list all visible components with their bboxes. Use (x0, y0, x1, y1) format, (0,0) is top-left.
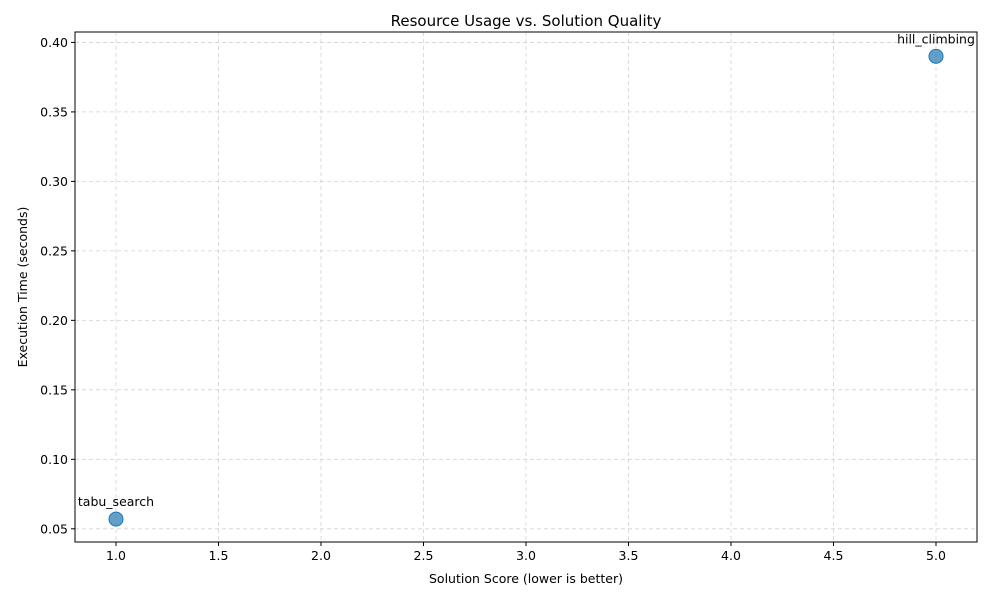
y-tick-label: 0.20 (40, 313, 68, 328)
data-points: tabu_search hill_climbing (78, 31, 975, 527)
plot-frame (74, 31, 978, 543)
x-tick-label: 1.5 (209, 548, 229, 563)
y-axis-ticks: 0.05 0.10 0.15 0.20 0.25 0.30 0.35 0.40 (40, 35, 75, 536)
x-axis-label: Solution Score (lower is better) (429, 571, 623, 586)
point-label: hill_climbing (897, 31, 975, 46)
y-tick-label: 0.15 (40, 382, 68, 397)
y-tick-label: 0.30 (40, 174, 68, 189)
x-tick-label: 4.5 (824, 548, 844, 563)
y-tick-label: 0.10 (40, 452, 68, 467)
x-tick-label: 2.0 (311, 548, 331, 563)
x-tick-label: 3.0 (516, 548, 536, 563)
scatter-point (108, 511, 124, 527)
point-label: tabu_search (78, 494, 154, 509)
x-axis-ticks: 1.0 1.5 2.0 2.5 3.0 3.5 4.0 4.5 5.0 (106, 542, 946, 563)
chart-title: Resource Usage vs. Solution Quality (391, 12, 662, 30)
x-tick-label: 2.5 (414, 548, 434, 563)
x-tick-label: 1.0 (106, 548, 126, 563)
x-tick-label: 3.5 (619, 548, 639, 563)
x-tick-label: 5.0 (926, 548, 946, 563)
y-tick-label: 0.40 (40, 35, 68, 50)
grid (75, 32, 977, 542)
y-tick-label: 0.05 (40, 521, 68, 536)
y-tick-label: 0.35 (40, 104, 68, 119)
y-tick-label: 0.25 (40, 243, 68, 258)
y-axis-label: Execution Time (seconds) (15, 207, 30, 368)
scatter-point (928, 48, 944, 64)
x-tick-label: 4.0 (721, 548, 741, 563)
